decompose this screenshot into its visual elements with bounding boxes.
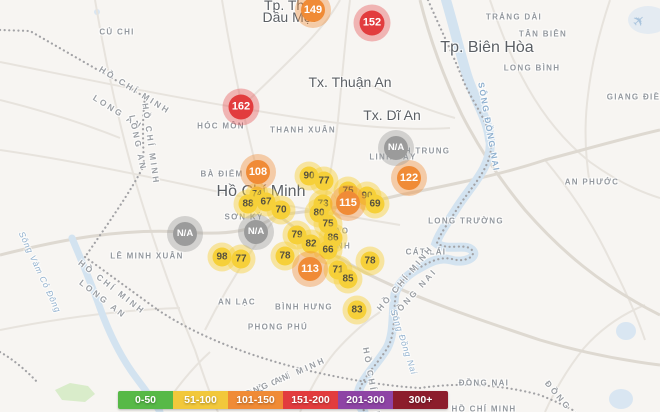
aqi-marker[interactable]: N/A — [244, 220, 268, 244]
aqi-marker[interactable]: 115 — [336, 191, 360, 215]
legend-item: 0-50 — [118, 391, 173, 409]
aqi-marker[interactable]: 122 — [397, 166, 421, 190]
aqi-marker[interactable]: 77 — [314, 171, 334, 191]
aqi-marker[interactable]: 83 — [347, 300, 367, 320]
legend-item: 151-200 — [283, 391, 338, 409]
legend-item: 101-150 — [228, 391, 283, 409]
aqi-marker[interactable]: 70 — [271, 200, 291, 220]
aqi-marker[interactable]: 78 — [275, 246, 295, 266]
aqi-marker[interactable]: 85 — [338, 269, 358, 289]
aqi-marker[interactable]: 162 — [228, 94, 254, 120]
aqi-legend: 0-50 51-100 101-150 151-200 201-300 300+ — [118, 391, 448, 409]
aqi-marker[interactable]: 66 — [318, 240, 338, 260]
aqi-marker[interactable]: 69 — [365, 194, 385, 214]
aqi-marker[interactable]: 108 — [246, 160, 270, 184]
aqi-marker[interactable]: N/A — [173, 222, 197, 246]
aqi-marker[interactable]: N/A — [384, 136, 408, 160]
aqi-marker[interactable]: 82 — [301, 234, 321, 254]
aqi-marker[interactable]: 78 — [360, 251, 380, 271]
aqi-marker[interactable]: 98 — [212, 247, 232, 267]
aqi-marker[interactable]: 152 — [359, 10, 385, 36]
aqi-marker[interactable]: 77 — [231, 249, 251, 269]
aqi-marker[interactable]: 90 — [299, 166, 319, 186]
legend-item: 201-300 — [338, 391, 393, 409]
aqi-marker[interactable]: 88 — [238, 194, 258, 214]
aqi-marker[interactable]: 149 — [301, 0, 325, 22]
legend-item: 51-100 — [173, 391, 228, 409]
legend-item: 300+ — [393, 391, 448, 409]
aqi-marker[interactable]: 67 — [256, 192, 276, 212]
aqi-marker[interactable]: 113 — [298, 257, 322, 281]
